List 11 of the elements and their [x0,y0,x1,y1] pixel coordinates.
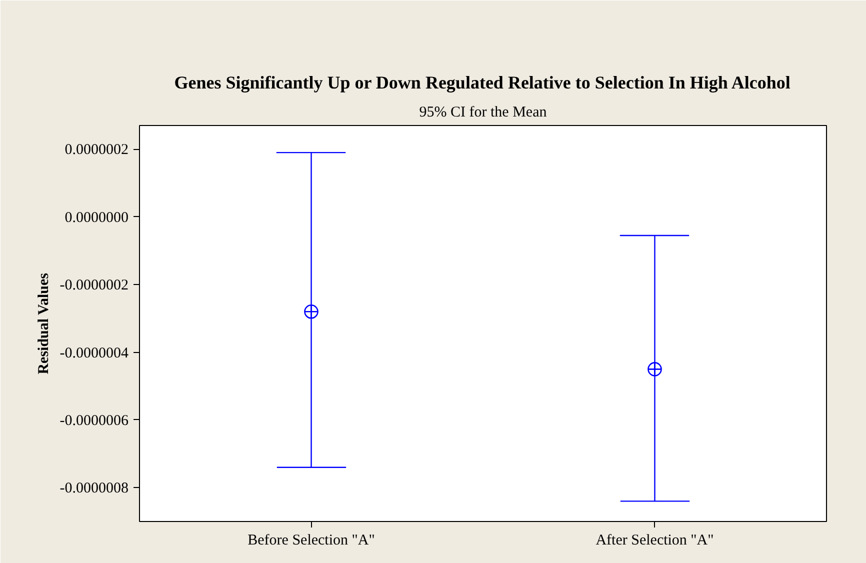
y-tick-label: 0.0000000 [64,210,128,226]
chart-title: Genes Significantly Up or Down Regulated Relative to Selection In High Alcohol [174,72,790,92]
chart-subtitle: 95% CI for the Mean [419,104,548,120]
y-tick-label: -0.0000006 [60,412,129,429]
x-tick-label: After Selection "A" [596,532,714,548]
x-tick-label: Before Selection "A" [248,532,375,548]
y-tick-label: -0.0000004 [60,345,129,362]
y-axis-title: Residual Values [36,272,52,374]
y-tick-label: -0.0000008 [60,480,129,497]
y-tick-label: -0.0000002 [60,278,129,294]
y-tick-label: 0.0000002 [64,142,128,158]
